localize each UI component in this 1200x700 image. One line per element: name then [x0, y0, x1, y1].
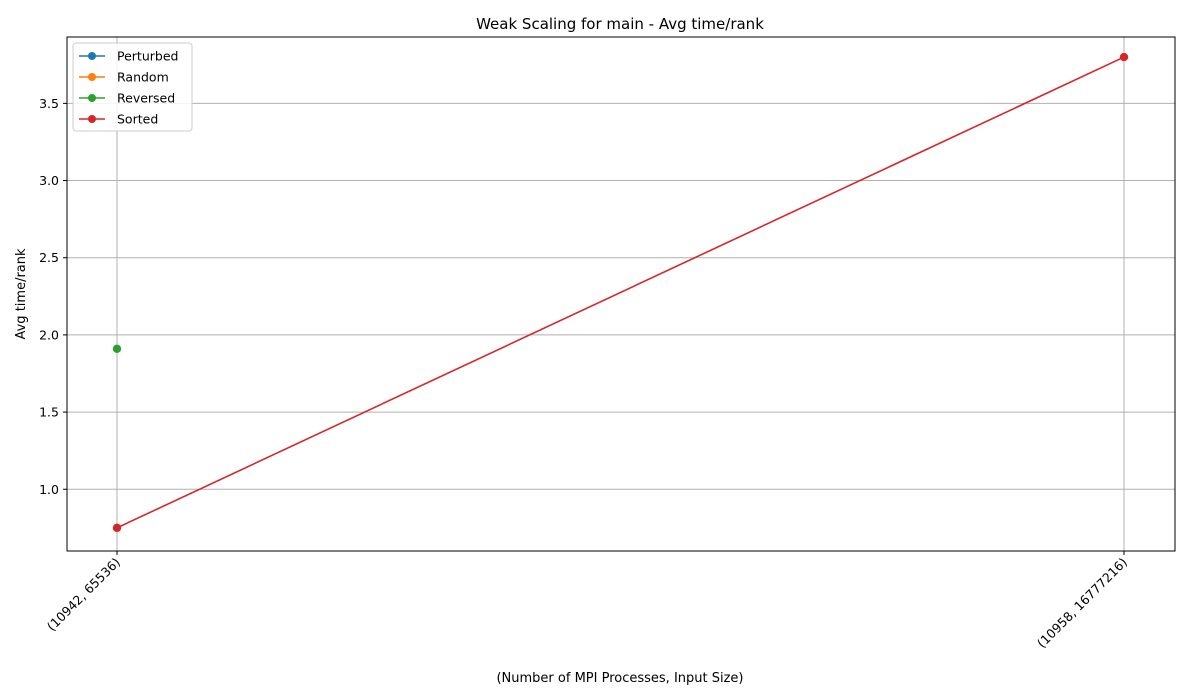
data-point-reversed — [112, 344, 122, 353]
legend-marker-perturbed — [88, 52, 96, 60]
y-axis: 1.0 1.5 2.0 2.5 3.0 3.5 — [39, 96, 67, 497]
legend-marker-random — [88, 73, 96, 81]
legend-label: Perturbed — [117, 49, 178, 64]
legend-label: Sorted — [117, 112, 158, 127]
y-tick-label: 3.5 — [39, 96, 59, 111]
legend: Perturbed Random Reversed Sorted — [72, 42, 193, 132]
series-line-sorted — [116, 56, 1125, 529]
y-axis-label: Avg time/rank — [14, 248, 29, 340]
chart-title: Weak Scaling for main - Avg time/rank — [476, 15, 764, 33]
series-layer — [112, 52, 1129, 533]
y-tick-label: 2.5 — [39, 250, 59, 265]
data-point-sorted — [112, 523, 122, 533]
data-point-sorted — [1119, 52, 1129, 62]
legend-box — [72, 42, 193, 132]
legend-marker-reversed — [88, 94, 96, 102]
legend-label: Random — [117, 70, 169, 85]
legend-label: Reversed — [117, 91, 175, 106]
y-tick-label: 1.5 — [39, 405, 59, 420]
y-tick-label: 3.0 — [39, 173, 59, 188]
x-axis-label: (Number of MPI Processes, Input Size) — [496, 671, 743, 686]
y-tick-label: 1.0 — [39, 482, 59, 497]
legend-marker-sorted — [88, 115, 96, 123]
plot-frame — [66, 36, 1176, 552]
y-tick-label: 2.0 — [39, 327, 59, 342]
grid-lines — [67, 37, 1175, 551]
